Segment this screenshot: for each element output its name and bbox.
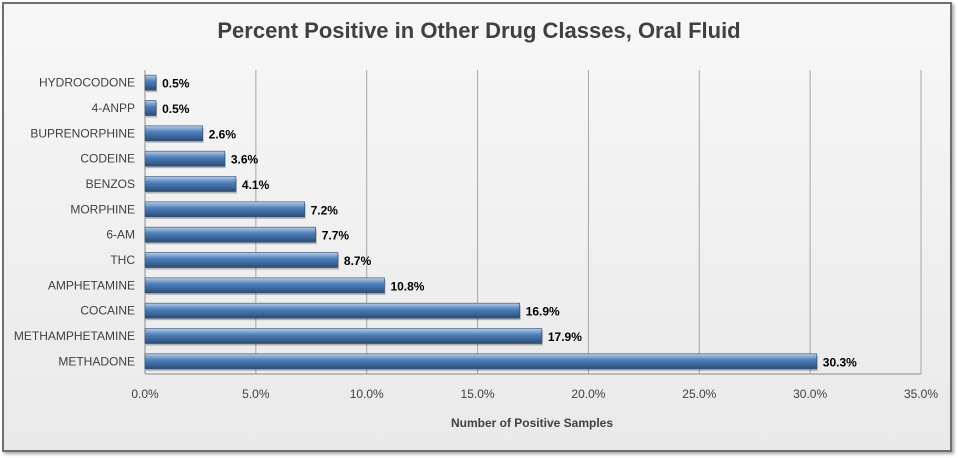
category-label: COCAINE bbox=[80, 304, 135, 318]
category-label: METHAMPHETAMINE bbox=[14, 329, 135, 343]
bar bbox=[144, 353, 818, 370]
bars bbox=[144, 74, 818, 371]
bar bbox=[144, 201, 305, 218]
x-tick-label: 30.0% bbox=[793, 387, 827, 401]
bar bbox=[144, 176, 237, 192]
category-label: CODEINE bbox=[80, 152, 135, 166]
category-label: 4-ANPP bbox=[92, 101, 135, 115]
x-tick-label: 5.0% bbox=[242, 387, 270, 401]
data-label: 3.6% bbox=[231, 153, 259, 167]
bar bbox=[144, 328, 543, 344]
gridlines bbox=[144, 70, 922, 375]
category-label: AMPHETAMINE bbox=[48, 278, 135, 292]
bar bbox=[144, 226, 317, 243]
bar bbox=[144, 100, 157, 116]
category-label: 6-AM bbox=[106, 228, 135, 242]
x-tick-label: 0.0% bbox=[131, 387, 159, 401]
bar bbox=[144, 125, 203, 142]
labels: 0.0% 5.0% 10.0% 15.0% 20.0% 25.0% 30.0% 35.0% HY… bbox=[14, 76, 938, 401]
category-label: BUPRENORPHINE bbox=[30, 126, 135, 140]
data-label: 7.2% bbox=[311, 203, 339, 217]
data-label: 0.5% bbox=[162, 77, 190, 91]
category-label: BENZOS bbox=[86, 177, 135, 191]
x-tick-label: 25.0% bbox=[682, 387, 716, 401]
category-label: METHADONE bbox=[58, 354, 135, 368]
data-label: 16.9% bbox=[526, 305, 560, 319]
data-label: 17.9% bbox=[548, 330, 582, 344]
data-label: 8.7% bbox=[344, 254, 372, 268]
category-label: HYDROCODONE bbox=[39, 76, 135, 90]
bar bbox=[144, 302, 520, 319]
category-label: THC bbox=[110, 253, 135, 267]
data-label: 4.1% bbox=[242, 178, 270, 192]
bar bbox=[144, 74, 157, 91]
data-label: 30.3% bbox=[823, 355, 857, 369]
data-label: 10.8% bbox=[390, 279, 424, 293]
chart-title: Percent Positive in Other Drug Classes, … bbox=[217, 18, 741, 43]
bar bbox=[144, 277, 385, 294]
data-label: 0.5% bbox=[162, 102, 190, 116]
x-tick-label: 35.0% bbox=[904, 387, 938, 401]
bar bbox=[144, 252, 339, 268]
x-tick-label: 20.0% bbox=[571, 387, 605, 401]
x-tick-label: 10.0% bbox=[350, 387, 384, 401]
data-label: 2.6% bbox=[209, 127, 237, 141]
x-axis-title: Number of Positive Samples bbox=[451, 416, 613, 430]
data-label: 7.7% bbox=[322, 229, 350, 243]
x-tick-label: 15.0% bbox=[461, 387, 495, 401]
category-label: MORPHINE bbox=[70, 202, 135, 216]
bar bbox=[144, 150, 226, 167]
